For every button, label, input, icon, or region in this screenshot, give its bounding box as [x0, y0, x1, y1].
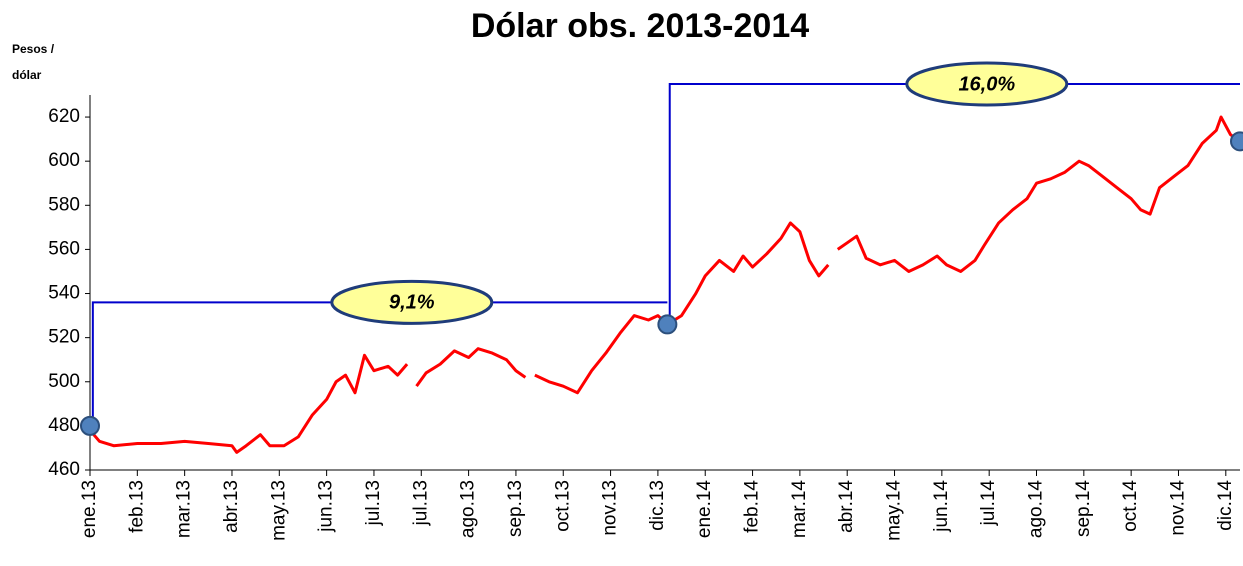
x-tick-label: may.14 — [884, 480, 905, 541]
x-tick-label: mar.14 — [789, 480, 810, 539]
x-tick-label: jul.13 — [410, 480, 431, 526]
annotation-bubble — [905, 61, 1069, 107]
x-tick-label: jul.14 — [978, 480, 999, 527]
y-tick-label: 580 — [48, 194, 80, 215]
x-tick-label: dic.13 — [647, 480, 668, 531]
x-tick-label: ene.13 — [79, 480, 100, 538]
x-tick-label: sep.14 — [1073, 480, 1094, 537]
series-line — [415, 347, 527, 388]
marker — [657, 314, 678, 335]
y-tick-label: 560 — [48, 238, 80, 259]
series-line — [534, 221, 830, 395]
x-tick-label: dic.14 — [1215, 480, 1236, 531]
annotation-label: 9,1% — [389, 292, 435, 314]
series-line — [88, 353, 409, 454]
x-tick-label: abr.14 — [836, 480, 857, 533]
x-tick-label: sep.13 — [505, 480, 526, 537]
annotation-bubble — [330, 279, 494, 325]
y-axis-label: dólar — [12, 68, 42, 82]
x-tick-label: oct.14 — [1120, 480, 1141, 532]
x-tick-label: jun.14 — [931, 480, 952, 533]
y-tick-label: 620 — [48, 106, 80, 127]
marker — [1230, 131, 1243, 152]
y-tick-label: 520 — [48, 327, 80, 348]
y-tick-label: 480 — [48, 415, 80, 436]
series-line — [836, 115, 1241, 273]
x-tick-label: jun.13 — [316, 480, 337, 533]
x-tick-label: may.13 — [268, 480, 289, 541]
x-tick-label: mar.13 — [174, 480, 195, 538]
x-tick-label: ene.14 — [694, 480, 715, 539]
marker — [80, 415, 100, 436]
x-tick-label: nov.14 — [1167, 480, 1188, 536]
x-tick-label: feb.13 — [126, 480, 147, 533]
x-tick-label: nov.13 — [600, 480, 621, 536]
x-tick-label: ago.13 — [458, 480, 479, 538]
x-tick-label: abr.13 — [221, 480, 242, 533]
annotation-label: 16,0% — [958, 73, 1015, 95]
y-tick-label: 540 — [48, 283, 80, 304]
y-tick-label: 500 — [48, 371, 80, 392]
x-tick-label: oct.13 — [552, 480, 573, 532]
y-tick-label: 600 — [48, 150, 80, 171]
x-tick-label: ago.14 — [1026, 480, 1047, 539]
y-tick-label: 460 — [48, 459, 80, 480]
y-axis-label: Pesos / — [12, 42, 55, 56]
x-tick-label: feb.14 — [742, 480, 763, 533]
x-tick-label: jul.13 — [363, 480, 384, 526]
chart-title: Dólar obs. 2013-2014 — [471, 7, 809, 45]
